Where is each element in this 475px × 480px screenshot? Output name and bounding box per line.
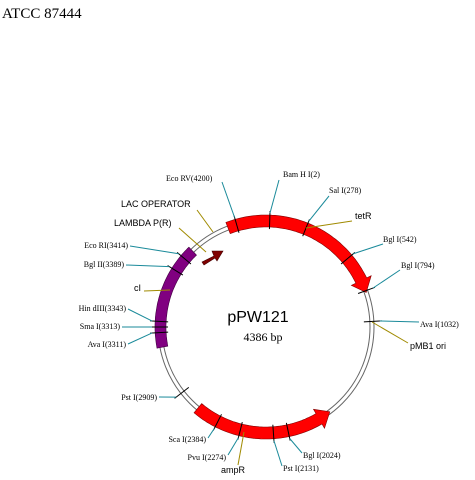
site-tick xyxy=(176,252,192,265)
feature-leader xyxy=(196,209,214,233)
feature-leader xyxy=(305,220,353,229)
site-tick xyxy=(268,211,271,230)
site-label: Hin dIII(3343) xyxy=(79,304,127,313)
site-label: Ava I(3311) xyxy=(88,340,127,349)
plasmid-name: pPW121 xyxy=(227,309,288,326)
site-label: Eco RI(3414) xyxy=(84,241,128,250)
feature-label: LAC OPERATOR xyxy=(121,199,191,209)
plasmid-size: 4386 bp xyxy=(244,330,283,344)
tetR-gene xyxy=(225,214,372,293)
site-leader xyxy=(129,245,179,255)
feature-leader xyxy=(143,289,171,292)
site-label: Ava I(1032) xyxy=(420,320,459,329)
site-leader xyxy=(127,308,153,322)
feature-label: pMB1 ori xyxy=(410,341,446,351)
site-tick xyxy=(167,265,184,276)
site-tick xyxy=(150,331,169,334)
site-leader xyxy=(353,243,384,255)
cI-gene xyxy=(154,246,197,349)
feature-label: ampR xyxy=(221,465,246,475)
site-leader xyxy=(273,440,283,467)
site-leader xyxy=(269,179,280,214)
site-label: Bam H I(2) xyxy=(283,170,320,179)
site-tick xyxy=(233,215,240,233)
site-leader xyxy=(308,195,330,222)
site-leader xyxy=(289,438,303,454)
site-leader xyxy=(221,181,236,218)
site-leader xyxy=(207,428,215,439)
site-leader xyxy=(372,269,401,289)
site-tick xyxy=(363,320,382,323)
site-tick xyxy=(272,424,275,443)
site-tick xyxy=(174,386,190,399)
site-label: Pvu I(2274) xyxy=(188,453,227,462)
site-leader xyxy=(127,332,153,345)
site-tick xyxy=(357,286,376,294)
site-tick xyxy=(212,414,222,431)
feature-label: LAMBDA P(R) xyxy=(114,218,172,228)
page-title: ATCC 87444 xyxy=(2,6,82,22)
site-label: Eco RV(4200) xyxy=(166,174,213,183)
site-label: Sca I(2384) xyxy=(168,435,206,444)
site-leader xyxy=(379,320,420,323)
feature-leader xyxy=(371,321,409,344)
site-label: Pst I(2131) xyxy=(283,464,319,473)
site-label: Bgl I(794) xyxy=(401,261,435,270)
feature-label: cI xyxy=(134,283,141,293)
feature-label: tetR xyxy=(355,211,372,221)
site-label: Bgl I(2024) xyxy=(303,451,341,460)
site-tick xyxy=(150,320,169,323)
lambda-promoter-arrow xyxy=(201,250,224,266)
feature-leader xyxy=(237,431,245,466)
site-label: Pst I(2909) xyxy=(121,393,157,402)
site-label: Sma I(3313) xyxy=(80,322,121,331)
site-label: Bgl II(3389) xyxy=(84,260,125,269)
site-leader xyxy=(227,437,239,456)
feature-leader xyxy=(178,227,207,253)
site-tick xyxy=(285,422,291,441)
site-leader xyxy=(125,264,170,268)
ampR-gene xyxy=(193,403,331,440)
site-tick xyxy=(237,421,243,440)
site-tick xyxy=(340,252,356,265)
site-label: Bgl I(542) xyxy=(383,235,417,244)
site-label: Sal I(278) xyxy=(329,186,362,195)
